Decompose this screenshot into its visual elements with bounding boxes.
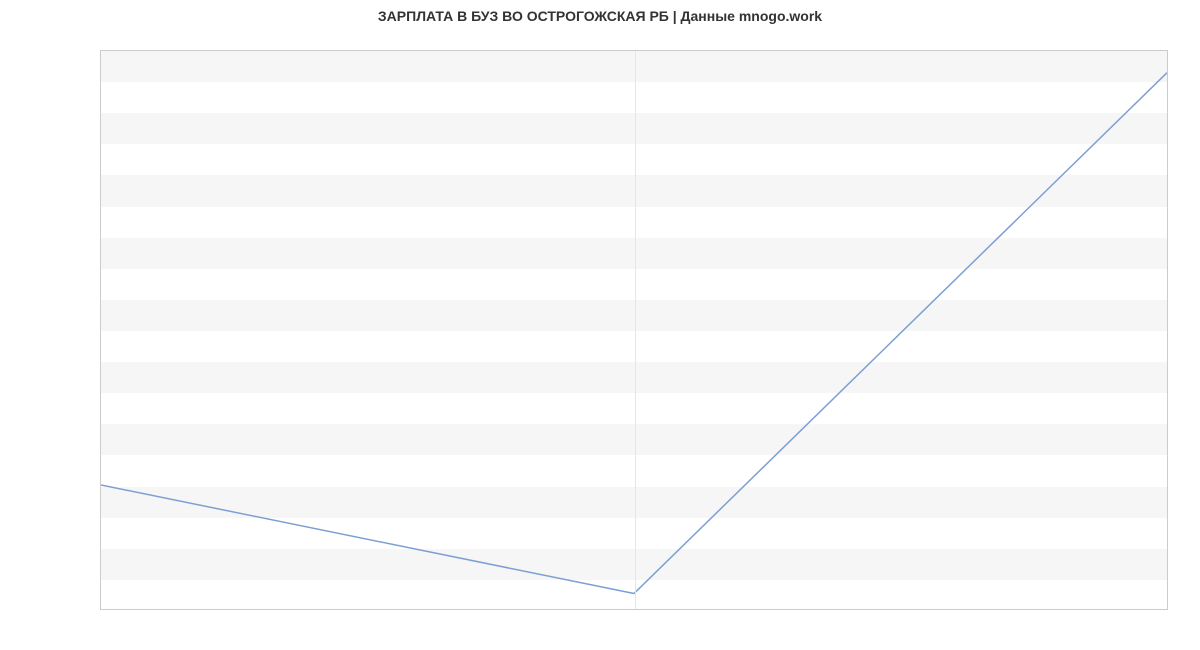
y-tick <box>100 175 101 176</box>
y-tick <box>100 362 101 363</box>
y-grid-band <box>101 113 1167 144</box>
y-grid-band <box>101 51 1167 82</box>
y-tick <box>100 269 101 270</box>
y-tick <box>100 144 101 145</box>
y-grid-band <box>101 175 1167 206</box>
y-grid-band <box>101 144 1167 175</box>
y-tick <box>100 82 101 83</box>
y-tick <box>100 455 101 456</box>
y-grid-band <box>101 207 1167 238</box>
y-grid-band <box>101 238 1167 269</box>
y-grid-band <box>101 580 1167 610</box>
x-gridline <box>635 51 636 609</box>
chart-title: ЗАРПЛАТА В БУЗ ВО ОСТРОГОЖСКАЯ РБ | Данн… <box>0 8 1200 24</box>
y-grid-band <box>101 331 1167 362</box>
y-tick <box>100 580 101 581</box>
plot-area: 1600016500170001750018000185001900019500… <box>100 50 1168 610</box>
salary-line-chart: ЗАРПЛАТА В БУЗ ВО ОСТРОГОЖСКАЯ РБ | Данн… <box>0 0 1200 650</box>
y-tick <box>100 424 101 425</box>
y-tick <box>100 393 101 394</box>
y-tick <box>100 113 101 114</box>
y-tick <box>100 487 101 488</box>
y-grid-band <box>101 424 1167 455</box>
y-tick <box>100 518 101 519</box>
y-grid-band <box>101 82 1167 113</box>
y-tick <box>100 238 101 239</box>
y-tick <box>100 331 101 332</box>
y-grid-band <box>101 487 1167 518</box>
y-tick <box>100 51 101 52</box>
y-grid-band <box>101 393 1167 424</box>
y-grid-band <box>101 300 1167 331</box>
y-tick <box>100 549 101 550</box>
y-tick <box>100 300 101 301</box>
y-grid-band <box>101 455 1167 486</box>
y-grid-band <box>101 549 1167 580</box>
y-tick <box>100 207 101 208</box>
y-grid-band <box>101 269 1167 300</box>
y-grid-band <box>101 518 1167 549</box>
y-grid-band <box>101 362 1167 393</box>
